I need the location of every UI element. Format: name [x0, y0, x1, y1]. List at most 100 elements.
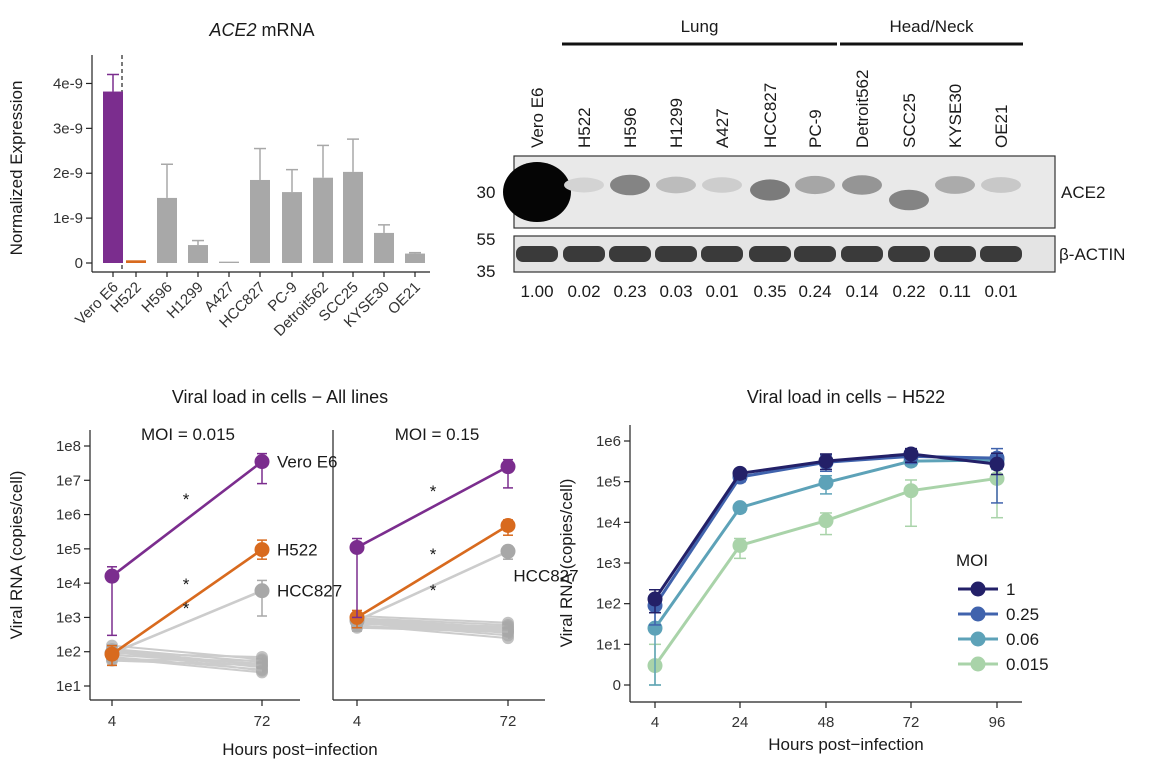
blot-ace2-band	[503, 162, 571, 222]
h522-legend-label: 0.06	[1006, 630, 1039, 649]
all-lines-other-line	[111, 658, 263, 662]
all-lines-moi-label: MOI = 0.15	[395, 425, 480, 444]
bar-y-tick-label: 4e-9	[53, 75, 83, 92]
h522-legend-label: 1	[1006, 580, 1015, 599]
all-lines-series-label: H522	[277, 541, 318, 560]
h522-y-tick-label: 0	[613, 677, 621, 694]
blot-actin-band	[841, 246, 883, 262]
blot-marker-35: 35	[477, 262, 496, 281]
blot-lane-label: H596	[621, 107, 640, 148]
blot-quant-value: 0.22	[892, 282, 925, 301]
blot-actin-band	[934, 246, 976, 262]
h522-point	[818, 475, 834, 491]
all-lines-x-tick-label: 4	[353, 713, 361, 730]
blot-lane-label: A427	[713, 108, 732, 148]
all-lines-significance-star: *	[430, 581, 437, 600]
bar	[250, 179, 270, 263]
blot-quant-value: 0.24	[798, 282, 831, 301]
all-lines-y-tick-label: 1e7	[56, 472, 81, 489]
blot-ace2-band	[842, 175, 882, 195]
all-lines-series-line	[111, 460, 263, 578]
blot-actin-band	[516, 246, 558, 262]
h522-x-tick-label: 24	[732, 714, 749, 731]
all-lines-y-tick-label: 1e5	[56, 541, 81, 558]
h522-point	[989, 456, 1005, 472]
all-lines-x-label: Hours post−infection	[222, 740, 377, 759]
bar	[219, 261, 239, 263]
h522-legend-marker	[970, 631, 986, 647]
h522-x-label: Hours post−infection	[768, 735, 923, 754]
all-lines-series-line	[356, 550, 509, 622]
h522-series-line	[653, 476, 998, 667]
all-lines-point	[500, 459, 516, 475]
blot-quant-value: 0.01	[984, 282, 1017, 301]
h522-point	[818, 513, 834, 529]
h522-y-tick-label: 1e6	[596, 433, 621, 450]
blot-ace2-band	[610, 174, 650, 196]
all-lines-series-label: Vero E6	[277, 453, 338, 472]
bar-y-tick-label: 0	[75, 255, 83, 272]
all-lines-point	[349, 539, 365, 555]
h522-legend-marker	[970, 606, 986, 622]
bar	[157, 197, 177, 263]
all-lines-point	[500, 543, 516, 559]
bar	[126, 260, 146, 263]
all-lines-y-tick-label: 1e3	[56, 609, 81, 626]
blot-lane-label: Vero E6	[528, 88, 547, 149]
blot-ace2-band	[795, 175, 835, 195]
blot-lane-label: H522	[575, 107, 594, 148]
blot-actin-band	[609, 246, 651, 262]
all-lines-point	[104, 568, 120, 584]
blot-quant-value: 0.35	[753, 282, 786, 301]
blot-lane-label: PC-9	[806, 109, 825, 148]
all-lines-series-line	[111, 548, 263, 656]
blot-quant-value: 0.03	[659, 282, 692, 301]
h522-legend-label: 0.25	[1006, 605, 1039, 624]
blot-actin-label: β-ACTIN	[1059, 245, 1125, 264]
blot-marker-55: 55	[477, 230, 496, 249]
all-lines-other-line	[356, 622, 509, 628]
all-lines-other-line	[356, 617, 509, 627]
bar	[374, 232, 394, 263]
h522-point	[732, 537, 748, 553]
h522-title: Viral load in cells − H522	[747, 387, 945, 407]
blot-quant-value: 1.00	[520, 282, 553, 301]
bar	[313, 177, 333, 263]
h522-y-label: Viral RNA (copies/cell)	[557, 479, 576, 648]
all-lines-point	[254, 583, 270, 599]
blot-lane-label: OE21	[992, 105, 1011, 148]
bar-chart-y-label: Normalized Expression	[7, 81, 26, 256]
h522-legend-title: MOI	[956, 551, 988, 570]
viral-load-h522-chart: Viral load in cells − H522 Viral RNA (co…	[557, 387, 1049, 754]
bar	[343, 171, 363, 263]
h522-legend-marker	[970, 656, 986, 672]
h522-point	[903, 446, 919, 462]
blot-lane-label: SCC25	[900, 93, 919, 148]
all-lines-series-line	[356, 524, 509, 619]
all-lines-point	[104, 646, 120, 662]
bar-chart-title-italic: ACE2	[208, 20, 256, 40]
h522-legend-marker	[970, 581, 986, 597]
h522-point	[818, 453, 834, 469]
all-lines-x-tick-label: 72	[254, 713, 271, 730]
h522-x-tick-label: 72	[903, 714, 920, 731]
bar	[405, 253, 425, 263]
bar-y-tick-label: 3e-9	[53, 120, 83, 137]
blot-lane-label: Detroit562	[853, 70, 872, 148]
bar-chart-title-rest: mRNA	[257, 20, 315, 40]
blot-actin-band	[888, 246, 930, 262]
all-lines-y-tick-label: 1e1	[56, 678, 81, 695]
all-lines-series-line	[111, 589, 263, 655]
all-lines-y-tick-label: 1e6	[56, 507, 81, 524]
bar-y-tick-label: 1e-9	[53, 210, 83, 227]
all-lines-moi-label: MOI = 0.015	[141, 425, 235, 444]
blot-ace2-label: ACE2	[1061, 183, 1105, 202]
blot-actin-band	[655, 246, 697, 262]
all-lines-x-tick-label: 4	[108, 713, 116, 730]
viral-load-all-lines-chart: Viral load in cells − All lines Viral RN…	[7, 387, 579, 759]
blot-ace2-band	[889, 189, 929, 211]
h522-y-tick-label: 1e4	[596, 514, 621, 531]
all-lines-y-tick-label: 1e4	[56, 575, 81, 592]
blot-ace2-band	[935, 176, 975, 194]
all-lines-point	[500, 518, 516, 534]
